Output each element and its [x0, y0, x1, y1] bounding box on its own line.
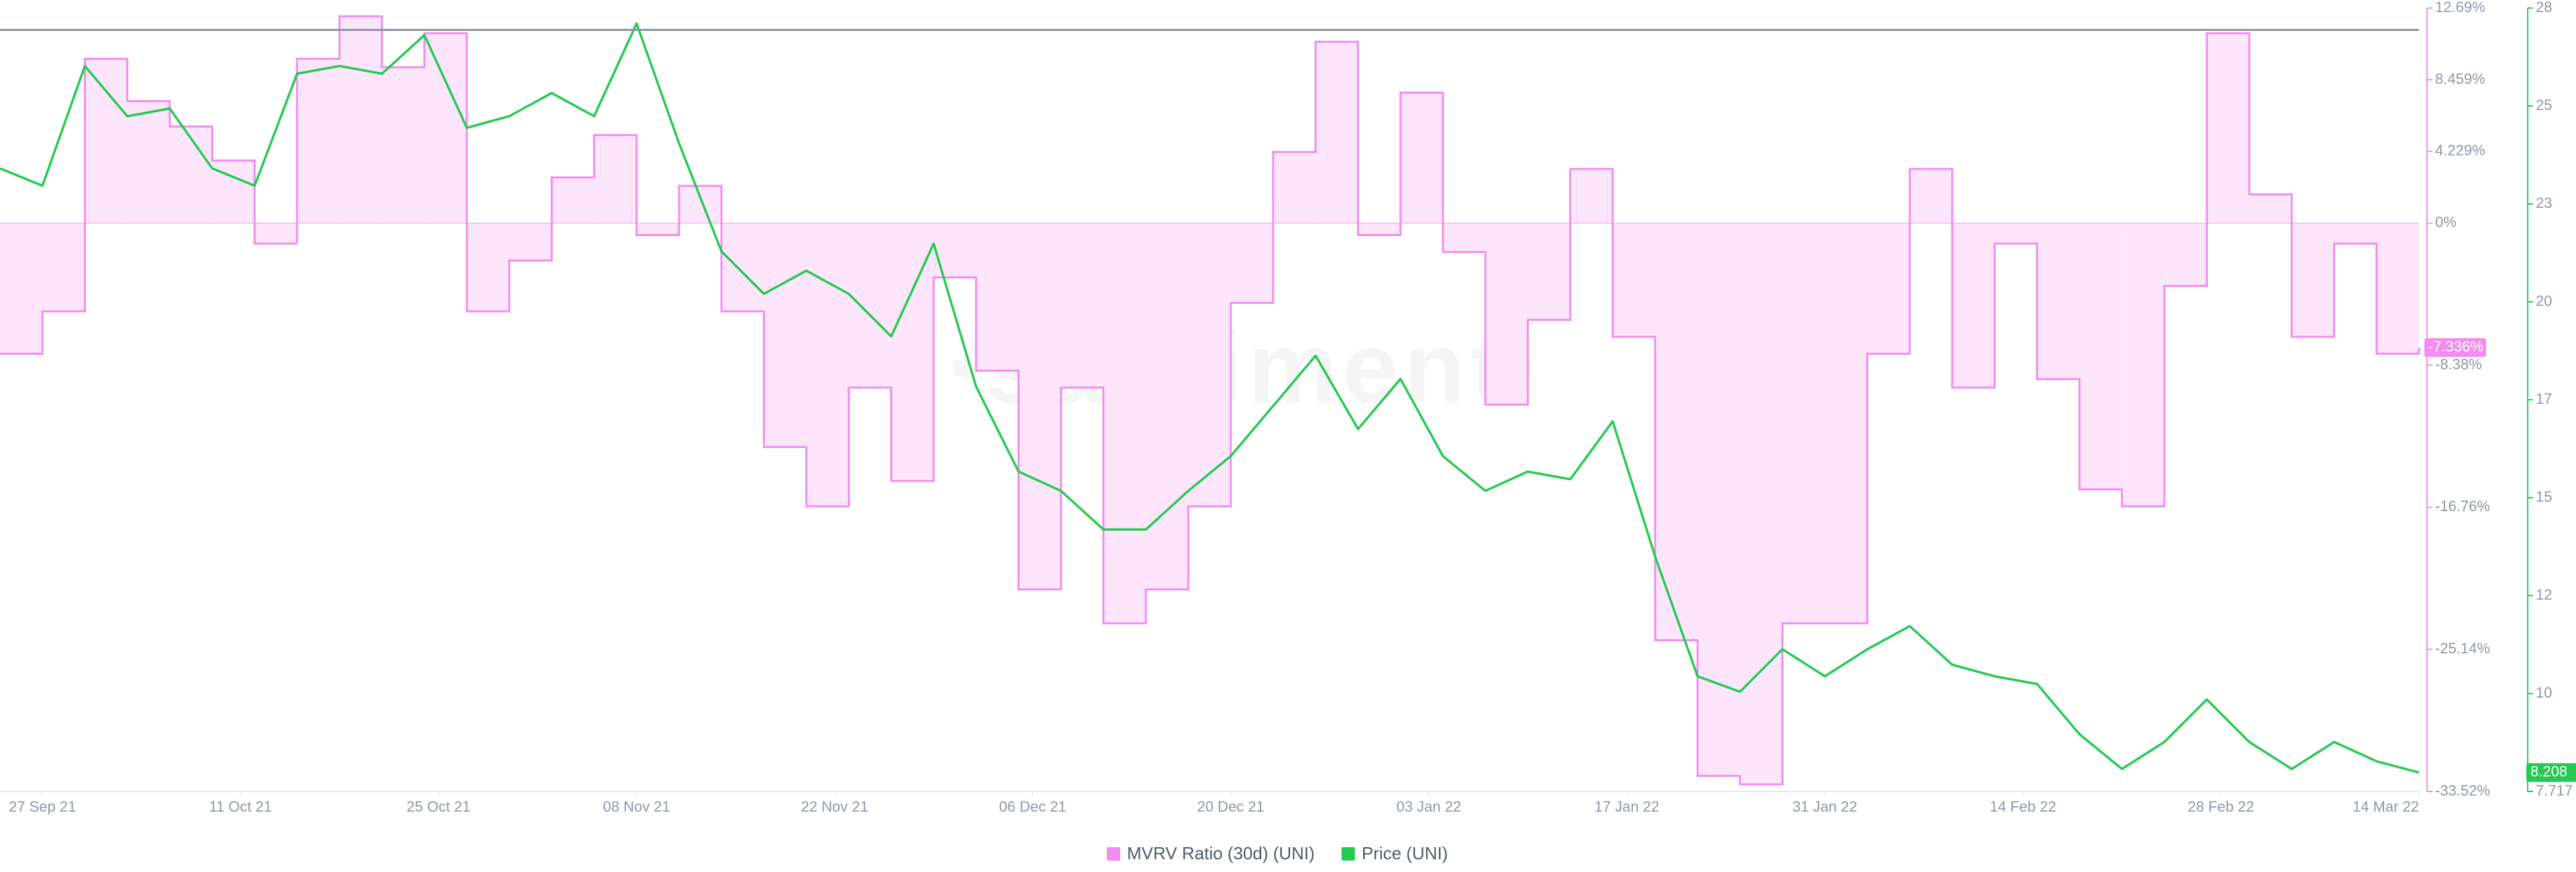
mvrv-area — [297, 58, 340, 223]
mvrv-area — [1358, 223, 1401, 235]
x-tick-label: 25 Oct 21 — [407, 798, 470, 815]
mvrv-area — [976, 223, 1019, 371]
last-value-label: 8.208 — [2530, 763, 2567, 780]
mvrv-area — [0, 223, 43, 354]
y-tick-label: 8.459% — [2435, 70, 2485, 87]
price-line — [0, 22, 2420, 774]
legend-label: Price (UNI) — [1362, 843, 1448, 863]
mvrv-area — [2079, 223, 2123, 490]
last-value-tag — [2424, 338, 2486, 358]
mvrv-area — [1230, 223, 1273, 303]
mvrv-area — [1146, 223, 1189, 590]
y2-tick-label: 23 — [2536, 195, 2552, 211]
mvrv-area — [551, 177, 594, 223]
mvrv-area — [1103, 223, 1146, 624]
mvrv-area — [1994, 223, 2037, 244]
mvrv-area — [1825, 223, 1868, 624]
mvrv-area — [2164, 223, 2207, 286]
mvrv-area — [42, 223, 85, 312]
x-tick-label: 11 Oct 21 — [209, 798, 272, 815]
y2-tick-label: 12 — [2536, 586, 2552, 603]
y2-tick-label: 15 — [2536, 488, 2552, 505]
mvrv-area — [2376, 223, 2419, 354]
mvrv-area — [1739, 223, 1783, 785]
mvrv-area — [636, 223, 680, 235]
mvrv-area — [2334, 223, 2377, 244]
x-tick-label: 14 Feb 22 — [1990, 798, 2056, 815]
mvrv-area — [1655, 223, 1698, 641]
mvrv-area — [466, 223, 510, 312]
mvrv-area — [1613, 223, 1656, 337]
y-tick-label: 4.229% — [2435, 142, 2485, 159]
mvrv-area — [594, 135, 637, 223]
x-tick-label: 14 Mar 22 — [2353, 798, 2419, 815]
y-tick-label: -16.76% — [2435, 498, 2490, 514]
x-tick-label: 17 Jan 22 — [1595, 798, 1660, 815]
mvrv-area — [1061, 223, 1104, 388]
mvrv-area — [1316, 42, 1358, 223]
y2-tick-label: 17 — [2536, 390, 2552, 407]
y2-tick-label: 10 — [2536, 684, 2552, 701]
mvrv-area — [1273, 152, 1316, 223]
y-tick-label: -25.14% — [2435, 640, 2490, 657]
last-value-label: -7.336% — [2428, 338, 2483, 355]
x-tick-label: 03 Jan 22 — [1397, 798, 1462, 815]
mvrv-area — [933, 223, 977, 278]
mvrv-area — [382, 67, 425, 223]
mvrv-area — [85, 58, 127, 223]
mvrv-area — [891, 223, 934, 481]
x-tick-label: 06 Dec 21 — [999, 798, 1066, 815]
x-tick-label: 28 Feb 22 — [2188, 798, 2254, 815]
legend-swatch — [1341, 847, 1355, 861]
x-tick-label: 20 Dec 21 — [1197, 798, 1264, 815]
mvrv-area — [2037, 223, 2080, 380]
mvrv-area — [2249, 194, 2292, 223]
mvrv-area — [1570, 168, 1613, 223]
mvrv-area — [509, 223, 552, 261]
y-tick-label: 0% — [2435, 214, 2457, 231]
mvrv-area — [1442, 223, 1486, 252]
mvrv-area — [339, 16, 382, 223]
mvrv-area — [1400, 93, 1443, 223]
mvrv-area — [1018, 223, 1061, 590]
mvrv-area — [424, 33, 467, 223]
mvrv-area — [127, 101, 170, 223]
x-tick-label: 31 Jan 22 — [1792, 798, 1858, 815]
mvrv-line — [0, 15, 2420, 785]
mvrv-area — [806, 223, 849, 506]
y2-tick-label: 7.717 — [2536, 782, 2573, 799]
mvrv-area — [1867, 223, 1910, 354]
mvrv-area — [254, 223, 297, 244]
y2-tick-label: 28 — [2536, 0, 2552, 15]
y2-tick-label: 20 — [2536, 292, 2552, 309]
mvrv-area — [1697, 223, 1740, 776]
y-tick-label: -33.52% — [2435, 782, 2490, 799]
mvrv-area — [763, 223, 806, 447]
mvrv-area — [1188, 223, 1231, 506]
y2-tick-label: 25 — [2536, 97, 2552, 113]
y-tick-label: 12.69% — [2435, 0, 2485, 15]
y-tick-label: -8.38% — [2435, 356, 2482, 372]
mvrv-area — [1485, 223, 1528, 405]
mvrv-area — [2206, 33, 2249, 223]
legend-swatch — [1107, 847, 1120, 861]
mvrv-area — [721, 223, 764, 312]
mvrv-area — [1782, 223, 1825, 624]
mvrv-area — [679, 186, 722, 223]
mvrv-area — [1909, 168, 1953, 223]
legend-label: MVRV Ratio (30d) (UNI) — [1127, 843, 1315, 863]
x-tick-label: 08 Nov 21 — [603, 798, 670, 815]
last-value-tag — [2526, 763, 2576, 782]
x-tick-label: 27 Sep 21 — [9, 798, 76, 815]
x-tick-label: 22 Nov 21 — [801, 798, 868, 815]
mvrv-area — [2122, 223, 2165, 506]
mvrv-area — [170, 126, 213, 223]
mvrv-area — [1527, 223, 1570, 320]
mvrv-area — [2292, 223, 2334, 337]
mvrv-area — [1952, 223, 1995, 388]
mvrv-area — [849, 223, 892, 388]
